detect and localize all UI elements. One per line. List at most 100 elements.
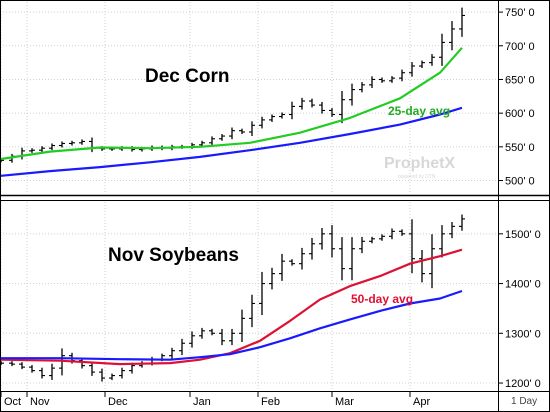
price-bar <box>439 33 445 66</box>
price-bar <box>409 62 415 77</box>
price-bar <box>219 328 225 346</box>
price-bar <box>259 116 265 129</box>
y-tick-label: 1400' 0 <box>505 279 541 291</box>
price-bar <box>399 69 405 82</box>
y-tick-label: 700' 0 <box>505 41 535 53</box>
price-bar <box>429 54 435 66</box>
price-bar <box>399 229 405 236</box>
price-bar <box>239 128 245 135</box>
price-bar <box>389 76 395 83</box>
price-bar <box>79 139 85 145</box>
long-avg-line <box>1 289 463 361</box>
watermark-sub: powered by DTN <box>398 174 436 180</box>
price-bar <box>419 60 425 69</box>
price-bar <box>349 83 355 106</box>
price-bar <box>89 361 95 376</box>
price-bar <box>9 361 15 367</box>
price-bar <box>109 373 115 381</box>
y-tick-label: 750' 0 <box>505 7 535 19</box>
price-bar <box>199 327 205 339</box>
x-tick-label: Apr <box>413 396 430 408</box>
price-bar <box>39 146 45 153</box>
watermark-brand: ProphetX <box>384 155 455 172</box>
y-tick-label: 1300' 0 <box>505 328 541 340</box>
x-tick-label: Mar <box>335 396 354 408</box>
price-bar <box>369 236 375 244</box>
price-bar <box>309 237 315 260</box>
price-bar <box>359 82 365 93</box>
price-bar <box>259 271 265 316</box>
price-bar <box>39 367 45 379</box>
y-tick-label: 650' 0 <box>505 74 535 86</box>
price-bar <box>289 101 295 120</box>
price-bar <box>119 367 125 379</box>
watermark: ProphetX powered by DTN <box>384 155 455 180</box>
x-axis: Oct Nov Dec Jan Feb Mar Apr <box>0 391 430 408</box>
price-bar <box>19 362 25 370</box>
price-bar <box>319 228 325 250</box>
long-avg-line <box>0 106 463 177</box>
price-bar <box>339 237 345 281</box>
y-axes: 500' 0 550' 0 600' 0 650' 0 700' 0 750' 0 1200… <box>498 7 541 390</box>
price-bar <box>289 259 295 266</box>
price-bar <box>209 328 215 336</box>
y-tick-label: 1200' 0 <box>505 378 541 390</box>
period-label: 1 Day <box>511 396 537 407</box>
x-tick-label: Jan <box>193 396 211 408</box>
price-bar <box>69 140 75 146</box>
gridlines <box>0 2 498 390</box>
price-bar <box>379 77 385 83</box>
price-bar <box>309 98 315 108</box>
price-bar <box>249 294 255 328</box>
price-bar <box>319 101 325 114</box>
price-bar <box>449 21 455 51</box>
price-bar <box>189 331 195 348</box>
price-bar <box>49 143 55 151</box>
price-bar <box>209 136 215 146</box>
price-bar <box>59 141 65 148</box>
price-bar <box>329 225 335 258</box>
soybeans-ma-annotation: 50-day avg <box>351 292 413 306</box>
price-bar <box>179 338 185 356</box>
price-bar <box>249 121 255 136</box>
price-bar <box>339 91 345 124</box>
price-bar <box>89 137 95 153</box>
price-bar <box>169 347 175 359</box>
series-layer <box>0 7 465 382</box>
price-bar <box>279 253 285 281</box>
corn-ma-annotation: 25-day avg <box>388 104 450 118</box>
price-bar <box>229 328 235 346</box>
y-tick-label: 500' 0 <box>505 176 535 188</box>
x-tick-label: Dec <box>108 396 128 408</box>
y-tick-label: 550' 0 <box>505 142 535 154</box>
price-bar <box>459 7 465 37</box>
price-bar <box>429 234 435 289</box>
price-bar <box>279 112 285 119</box>
soybeans-title: Nov Soybeans <box>108 245 239 266</box>
price-bar <box>299 247 305 270</box>
price-bar <box>239 309 245 343</box>
x-tick-label: Oct <box>4 396 21 408</box>
y-tick-label: 600' 0 <box>505 108 535 120</box>
price-bar <box>389 228 395 240</box>
price-bar <box>269 114 275 122</box>
price-bar <box>299 97 305 110</box>
price-bar <box>29 365 35 373</box>
price-bar <box>29 148 35 153</box>
price-bar <box>459 214 465 231</box>
price-bar <box>269 267 275 290</box>
price-bar <box>229 127 235 140</box>
price-bar <box>329 108 335 117</box>
moving-avg-line <box>0 248 463 366</box>
price-bar <box>219 134 225 141</box>
price-bar <box>439 225 445 258</box>
price-bar <box>369 76 375 89</box>
price-bar <box>349 237 355 281</box>
price-bar <box>19 147 25 160</box>
x-tick-label: Nov <box>30 396 50 408</box>
moving-avg-line <box>0 47 463 161</box>
corn-title: Dec Corn <box>145 66 229 87</box>
price-bar <box>379 234 385 241</box>
